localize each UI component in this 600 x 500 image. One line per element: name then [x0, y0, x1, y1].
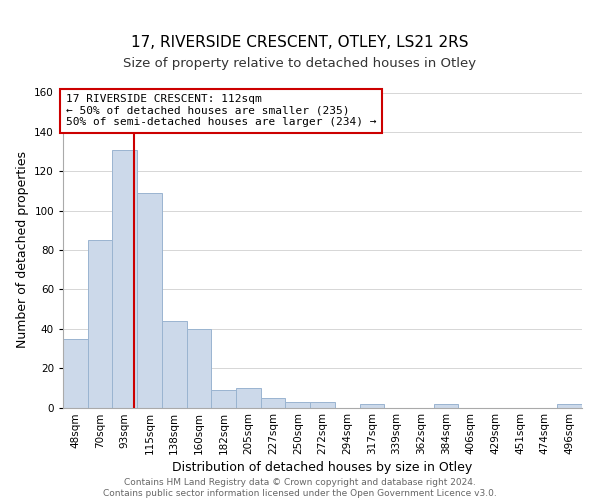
- Bar: [286, 402, 310, 407]
- Bar: [261, 398, 286, 407]
- Text: 17, RIVERSIDE CRESCENT, OTLEY, LS21 2RS: 17, RIVERSIDE CRESCENT, OTLEY, LS21 2RS: [131, 35, 469, 50]
- Bar: [310, 402, 335, 407]
- X-axis label: Distribution of detached houses by size in Otley: Distribution of detached houses by size …: [172, 462, 473, 474]
- Bar: [88, 240, 112, 408]
- Bar: [63, 338, 88, 407]
- Text: 17 RIVERSIDE CRESCENT: 112sqm
← 50% of detached houses are smaller (235)
50% of : 17 RIVERSIDE CRESCENT: 112sqm ← 50% of d…: [65, 94, 376, 128]
- Text: Size of property relative to detached houses in Otley: Size of property relative to detached ho…: [124, 57, 476, 70]
- Bar: [359, 404, 384, 407]
- Bar: [211, 390, 236, 407]
- Bar: [112, 150, 137, 408]
- Bar: [137, 193, 162, 408]
- Bar: [162, 321, 187, 408]
- Bar: [236, 388, 261, 407]
- Bar: [557, 404, 582, 407]
- Y-axis label: Number of detached properties: Number of detached properties: [16, 152, 29, 348]
- Bar: [187, 329, 211, 407]
- Text: Contains HM Land Registry data © Crown copyright and database right 2024.
Contai: Contains HM Land Registry data © Crown c…: [103, 478, 497, 498]
- Bar: [434, 404, 458, 407]
